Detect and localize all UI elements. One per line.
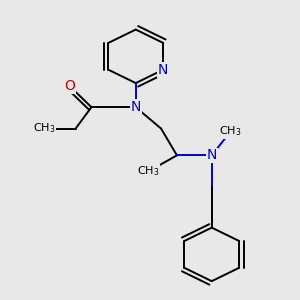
Text: N: N — [207, 148, 217, 162]
Text: CH$_3$: CH$_3$ — [220, 124, 242, 138]
Text: N: N — [130, 100, 141, 114]
Text: N: N — [158, 63, 168, 77]
Text: CH$_3$: CH$_3$ — [33, 122, 55, 136]
Text: CH$_3$: CH$_3$ — [137, 164, 160, 178]
Text: O: O — [64, 79, 75, 93]
